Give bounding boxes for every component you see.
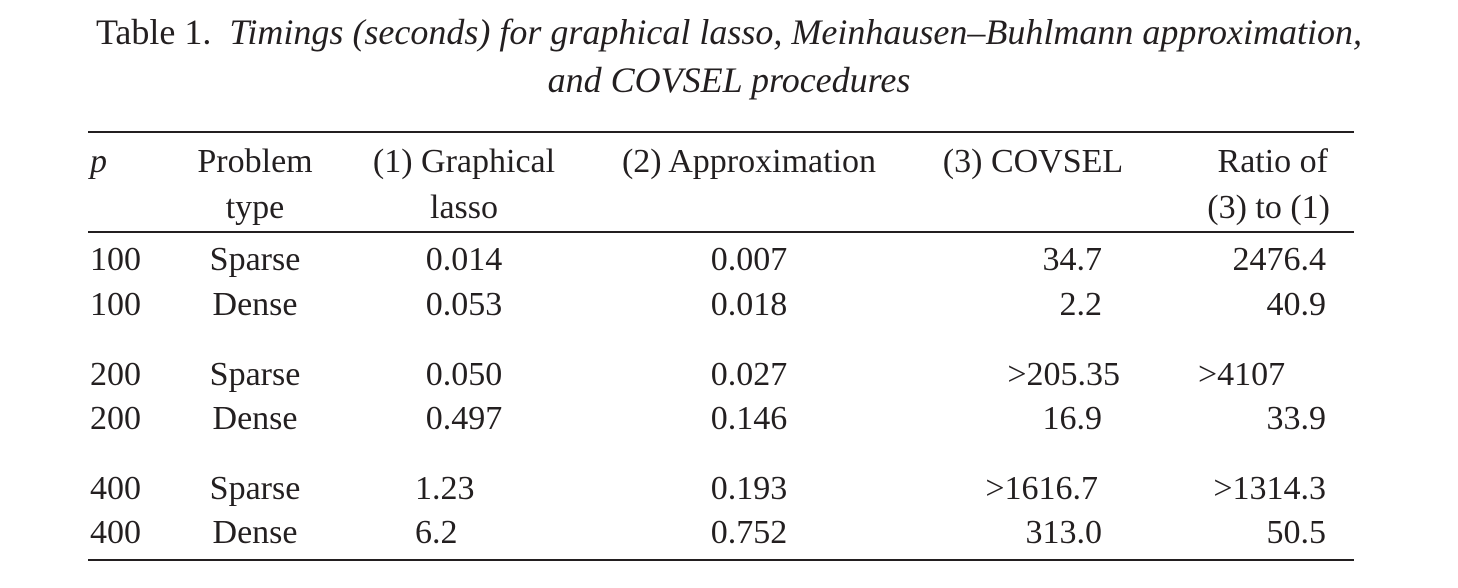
table-cell-p: 400 (90, 470, 141, 507)
caption-line-1: Table 1. Timings (seconds) for graphical… (0, 8, 1458, 56)
table-cell-covsel: >205.35 (1007, 356, 1120, 393)
table-caption: Table 1. Timings (seconds) for graphical… (0, 8, 1458, 104)
table-cell-glasso: 0.014 (425, 241, 503, 278)
table-bottom-rule (88, 559, 1354, 561)
header-graphical-lasso-line-1: (1) Graphical (372, 143, 556, 180)
table-cell-ratio: 2476.4 (1232, 241, 1327, 278)
table-cell-glasso: 0.050 (425, 356, 503, 393)
table-cell-p: 400 (90, 514, 141, 551)
header-graphical-lasso-line-2: lasso (430, 189, 498, 226)
caption-label: Table 1. (95, 12, 212, 52)
table-cell-covsel: 2.2 (1059, 286, 1103, 323)
table-cell-glasso: 0.053 (425, 286, 503, 323)
table-cell-covsel: 16.9 (1042, 400, 1103, 437)
caption-title-line-1: Timings (seconds) for graphical lasso, M… (229, 12, 1363, 52)
table-cell-approx: 0.018 (710, 286, 788, 323)
table-cell-approx: 0.027 (710, 356, 788, 393)
table-cell-covsel: >1616.7 (985, 470, 1098, 507)
table-cell-type: Sparse (209, 241, 301, 278)
table-cell-p: 200 (90, 400, 141, 437)
table-cell-type: Sparse (209, 356, 301, 393)
table-top-rule (88, 131, 1354, 133)
table-cell-ratio: 33.9 (1266, 400, 1327, 437)
table-cell-p: 200 (90, 356, 141, 393)
table-cell-covsel: 313.0 (1025, 514, 1103, 551)
table-cell-type: Dense (212, 514, 298, 551)
table-cell-type: Dense (212, 400, 298, 437)
table-cell-p: 100 (90, 286, 141, 323)
table-cell-type: Sparse (209, 470, 301, 507)
table-cell-glasso: 6.2 (415, 514, 458, 551)
table-cell-approx: 0.146 (710, 400, 788, 437)
table-cell-glasso: 1.23 (415, 470, 475, 507)
table-cell-ratio: >1314.3 (1213, 470, 1326, 507)
caption-title-line-2: and COVSEL procedures (547, 60, 911, 100)
table-cell-ratio: >4107 (1198, 356, 1286, 393)
table-cell-approx: 0.752 (710, 514, 788, 551)
table-cell-approx: 0.193 (710, 470, 788, 507)
table-cell-covsel: 34.7 (1042, 241, 1103, 278)
table-cell-approx: 0.007 (710, 241, 788, 278)
table-cell-type: Dense (212, 286, 298, 323)
header-ratio-line-2: (3) to (1) (1207, 189, 1330, 226)
table-cell-p: 100 (90, 241, 141, 278)
table-header-rule (88, 231, 1354, 233)
header-approximation: (2) Approximation (621, 143, 877, 180)
table-cell-glasso: 0.497 (425, 400, 503, 437)
header-covsel: (3) COVSEL (942, 143, 1124, 180)
header-problem-type-line-2: type (225, 189, 285, 226)
header-problem-type-line-1: Problem (197, 143, 313, 180)
table-cell-ratio: 50.5 (1266, 514, 1327, 551)
table-cell-ratio: 40.9 (1266, 286, 1327, 323)
header-p: p (90, 143, 107, 180)
header-ratio-line-1: Ratio of (1217, 143, 1328, 180)
